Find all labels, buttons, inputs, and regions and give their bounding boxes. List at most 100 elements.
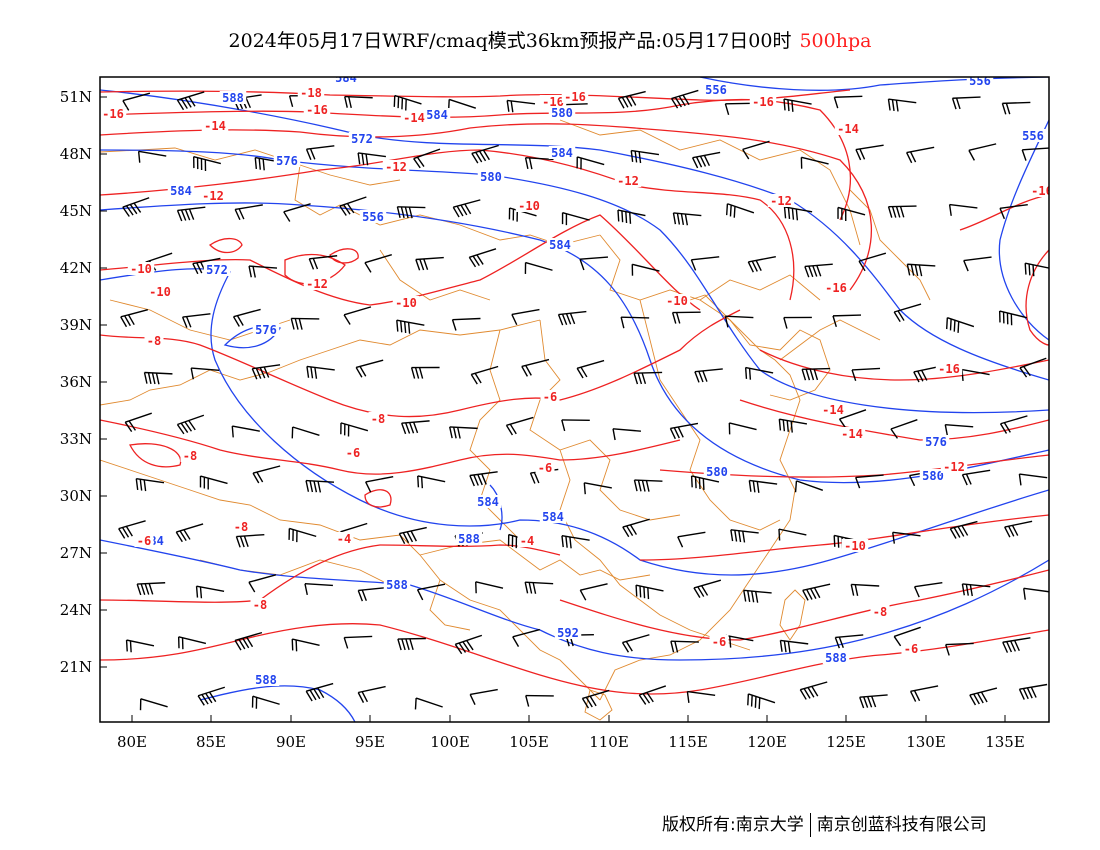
wind-barb xyxy=(197,686,226,706)
temp-label-bg xyxy=(709,635,729,648)
temp-label: -14 xyxy=(837,122,859,136)
height-label-bg xyxy=(252,673,280,686)
wind-barb xyxy=(357,586,387,602)
height-contour-556 xyxy=(699,77,1049,91)
height-label-bg xyxy=(1019,129,1047,142)
temp-label-bg xyxy=(382,160,410,173)
temp-label-bg xyxy=(535,461,555,474)
copyright-company: 南京创蓝科技有限公司 xyxy=(816,815,987,835)
wind-barb xyxy=(175,523,204,543)
wind-barb xyxy=(231,425,260,438)
height-label: 572 xyxy=(206,263,228,277)
wind-barb xyxy=(1002,637,1031,653)
height-label-bg xyxy=(167,184,195,197)
wind-barb xyxy=(1001,101,1031,115)
wind-barb xyxy=(195,585,225,599)
temp-label-bg xyxy=(841,539,869,552)
wind-barb xyxy=(177,636,207,650)
wind-barb xyxy=(670,640,699,653)
temp-label: -10 xyxy=(149,285,171,299)
x-tick-label: 90E xyxy=(276,733,306,751)
height-label-bg xyxy=(383,578,411,591)
temp-label: -18 xyxy=(300,86,322,100)
wind-barb xyxy=(393,94,422,111)
height-contour-580 xyxy=(100,202,1049,484)
height-label-bg xyxy=(546,238,574,251)
wind-barb xyxy=(122,92,151,111)
temp-label: -6 xyxy=(712,635,726,649)
height-label-bg xyxy=(822,651,850,664)
copyright-owner: 版权所有:南京大学 xyxy=(662,815,804,835)
wind-barb xyxy=(748,479,778,493)
temp-label-bg xyxy=(838,427,866,440)
wind-barb xyxy=(469,688,498,706)
height-label: 584 xyxy=(551,146,573,160)
wind-barb xyxy=(193,155,222,172)
wind-barb xyxy=(635,584,664,600)
height-label-bg xyxy=(474,495,502,508)
wind-barb xyxy=(838,409,867,429)
wind-barb xyxy=(524,581,554,594)
wind-barb xyxy=(305,682,334,702)
temp-label-bg xyxy=(517,534,537,547)
wind-barb xyxy=(125,639,155,653)
height-label: 556 xyxy=(705,83,727,97)
wind-barb xyxy=(120,309,149,328)
coastline xyxy=(599,294,801,701)
copyright-footer: 版权所有:南京大学 南京创蓝科技有限公司 xyxy=(662,810,987,837)
wind-barb xyxy=(192,257,221,275)
temp-label: -10 xyxy=(130,262,152,276)
wind-barb xyxy=(620,316,650,329)
temp-label: -16 xyxy=(1031,184,1053,198)
wind-barb xyxy=(576,156,605,170)
wind-barb xyxy=(416,583,446,601)
wind-barb xyxy=(949,520,978,539)
height-label-bg xyxy=(273,154,301,167)
wind-barb xyxy=(305,145,335,161)
y-tick-label: 48N xyxy=(60,145,92,163)
wind-barb xyxy=(887,98,917,112)
wind-barb xyxy=(340,422,369,437)
wind-barb xyxy=(693,579,722,599)
temp-contour-6 xyxy=(100,419,681,475)
temp-label-bg xyxy=(901,642,921,655)
wind-barb xyxy=(291,426,320,439)
height-contour-588 xyxy=(100,539,1049,661)
height-label-bg xyxy=(359,210,387,223)
boundary-line xyxy=(100,147,401,186)
wind-barb xyxy=(834,634,864,649)
wind-barb xyxy=(417,475,446,489)
temp-contour-10 xyxy=(208,237,243,254)
wind-barb xyxy=(469,471,498,487)
wind-barb xyxy=(612,428,641,441)
height-label: 576 xyxy=(255,323,277,337)
wind-barb xyxy=(561,535,590,549)
temp-contour-10 xyxy=(100,214,701,311)
wind-barb xyxy=(855,474,884,489)
temp-label: -14 xyxy=(841,427,863,441)
boundary-line xyxy=(469,329,521,541)
wind-barb xyxy=(998,310,1028,326)
wind-barb xyxy=(524,261,553,274)
wind-barb xyxy=(512,628,540,647)
wind-barb xyxy=(948,203,978,216)
temp-label: -6 xyxy=(137,534,151,548)
temp-contour-12 xyxy=(284,253,346,285)
height-label-bg xyxy=(548,106,576,119)
wind-barb xyxy=(364,254,392,273)
footer-divider xyxy=(809,813,811,837)
wind-barb xyxy=(670,89,699,109)
wind-barb xyxy=(355,359,384,378)
x-tick-label: 85E xyxy=(196,733,226,751)
y-tick-label: 21N xyxy=(60,658,92,676)
wind-barb xyxy=(968,143,997,161)
temp-label: -8 xyxy=(873,605,887,619)
height-label: 580 xyxy=(480,170,502,184)
wind-barb xyxy=(893,626,921,647)
temp-contour-8 xyxy=(100,309,741,418)
temp-label: -8 xyxy=(253,598,267,612)
wind-barb xyxy=(579,583,608,601)
wind-barb xyxy=(454,634,483,655)
height-label-bg xyxy=(455,532,483,545)
wind-barb xyxy=(913,581,943,598)
